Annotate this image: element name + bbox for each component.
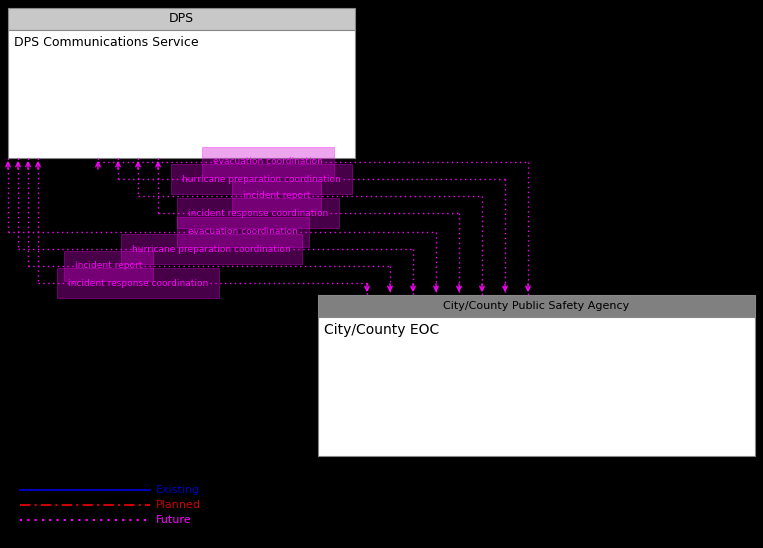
Text: incident response coordination: incident response coordination [68,278,208,288]
Text: Planned: Planned [156,500,201,510]
Bar [318,295,755,317]
Text: Existing: Existing [156,485,200,495]
Bar [318,317,755,456]
Text: incident report: incident report [243,191,310,201]
Text: incident report: incident report [75,261,142,271]
Bar [8,30,355,158]
Text: City/County Public Safety Agency: City/County Public Safety Agency [443,301,629,311]
Text: evacuation coordination: evacuation coordination [188,227,298,237]
Text: DPS Communications Service: DPS Communications Service [14,36,198,49]
Text: Future: Future [156,515,192,525]
Text: evacuation coordination: evacuation coordination [213,157,323,167]
Text: hurricane preparation coordination: hurricane preparation coordination [132,244,291,254]
Bar [8,8,355,30]
Text: DPS: DPS [169,13,194,26]
Text: hurricane preparation coordination: hurricane preparation coordination [182,174,341,184]
Text: City/County EOC: City/County EOC [324,323,439,337]
Text: incident response coordination: incident response coordination [188,208,328,218]
